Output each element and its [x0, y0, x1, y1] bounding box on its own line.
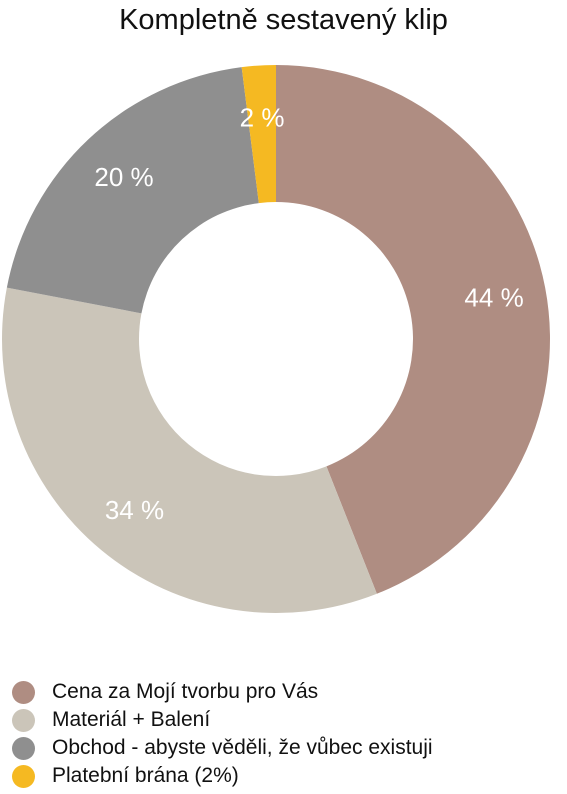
- legend-item: Obchod - abyste věděli, že vůbec existuj…: [12, 734, 433, 762]
- legend-swatch: [12, 736, 35, 760]
- legend-item: Platební brána (2%): [12, 762, 433, 790]
- donut-slice: [241, 65, 276, 204]
- legend-swatch: [12, 764, 35, 788]
- legend-item: Cena za Mojí tvorbu pro Vás: [12, 678, 433, 706]
- donut-slice: [276, 65, 550, 594]
- legend-swatch: [12, 708, 35, 732]
- chart-title: Kompletně sestavený klip: [119, 4, 448, 36]
- donut-slice: [1, 287, 377, 613]
- donut-slice: [6, 67, 259, 314]
- legend-label: Obchod - abyste věděli, že vůbec existuj…: [52, 736, 433, 759]
- legend-label: Cena za Mojí tvorbu pro Vás: [52, 680, 319, 703]
- slice-value-label: 20 %: [94, 162, 153, 192]
- legend-label: Platební brána (2%): [52, 764, 239, 787]
- donut-chart: 44 % 34 % 20 % 2 %: [1, 65, 550, 613]
- slice-value-label: 44 %: [464, 282, 523, 312]
- legend-item: Materiál + Balení: [12, 706, 433, 734]
- legend-swatch: [12, 680, 35, 704]
- slice-value-label: 2 %: [240, 102, 285, 132]
- chart-legend: Cena za Mojí tvorbu pro Vás Materiál + B…: [12, 678, 433, 790]
- slice-value-label: 34 %: [105, 495, 164, 525]
- legend-label: Materiál + Balení: [52, 708, 211, 731]
